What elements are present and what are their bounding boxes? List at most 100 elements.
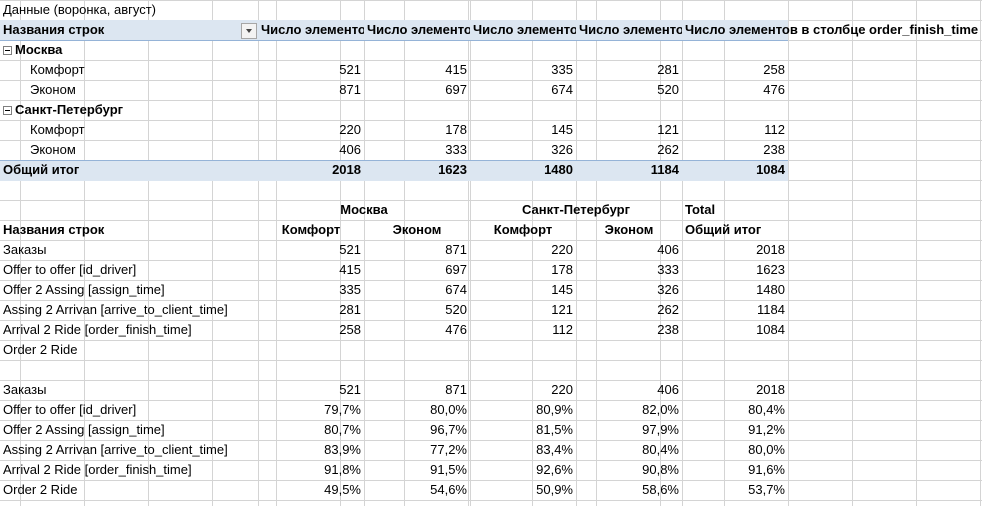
pivot-value[interactable]: 520 [657,82,679,97]
pivot-col-header[interactable]: Число элементов в столбце id_order [261,22,364,37]
funnel-value[interactable]: 674 [445,282,467,297]
funnel-row-label[interactable]: Order 2 Ride [3,342,78,357]
funnel-value[interactable]: 1480 [756,282,785,297]
funnel-value[interactable]: 406 [657,242,679,257]
funnel-pct-label[interactable]: Offer 2 Assing [assign_time] [3,422,165,437]
funnel-value[interactable]: 520 [445,302,467,317]
pivot-row-label[interactable]: Комфорт [30,122,85,137]
funnel-pct-label[interactable]: Arrival 2 Ride [order_finish_time] [3,462,192,477]
funnel-pct-label[interactable]: Order 2 Ride [3,482,78,497]
funnel-value[interactable]: 871 [445,242,467,257]
funnel-value[interactable]: 238 [657,322,679,337]
funnel-value[interactable]: 697 [445,262,467,277]
filter-dropdown-icon[interactable] [241,23,257,39]
pivot-group-spb[interactable]: Санкт-Петербург [0,100,258,120]
pivot-col-header[interactable]: Число элементов в столбце arrive_to_clie… [579,22,682,37]
funnel-pct-value[interactable]: 58,6% [642,482,679,497]
pivot-total-value[interactable]: 1623 [438,162,467,177]
funnel-value[interactable]: 121 [551,302,573,317]
pivot-value[interactable]: 145 [551,122,573,137]
funnel-total-header[interactable]: Total [685,202,716,217]
pivot-value[interactable]: 406 [339,142,361,157]
pivot-value[interactable]: 326 [551,142,573,157]
pivot-row-header[interactable]: Названия строк [3,22,105,37]
funnel-value[interactable]: 220 [551,242,573,257]
funnel-value[interactable]: 2018 [756,242,785,257]
funnel-pct-value[interactable]: 49,5% [324,482,361,497]
funnel-pct-value[interactable]: 220 [551,382,573,397]
funnel-value[interactable]: 1084 [756,322,785,337]
pivot-value[interactable]: 281 [657,62,679,77]
pivot-total-label[interactable]: Общий итог [3,162,80,177]
funnel-pct-value[interactable]: 83,4% [536,442,573,457]
pivot-value[interactable]: 258 [763,62,785,77]
funnel-value[interactable]: 415 [339,262,361,277]
funnel-pct-value[interactable]: 91,2% [748,422,785,437]
funnel-pct-value[interactable]: 80,0% [748,442,785,457]
funnel-pct-value[interactable]: 53,7% [748,482,785,497]
pivot-value[interactable]: 333 [445,142,467,157]
funnel-pct-value[interactable]: 96,7% [430,422,467,437]
funnel-pct-value[interactable]: 80,0% [430,402,467,417]
pivot-total-value[interactable]: 1084 [756,162,785,177]
pivot-title[interactable]: Данные (воронка, август) [3,2,156,17]
pivot-value[interactable]: 262 [657,142,679,157]
funnel-value[interactable]: 333 [657,262,679,277]
pivot-value[interactable]: 521 [339,62,361,77]
pivot-value[interactable]: 112 [764,122,785,137]
funnel-pct-value[interactable]: 80,9% [536,402,573,417]
funnel-pct-value[interactable]: 82,0% [642,402,679,417]
pivot-value[interactable]: 238 [763,142,785,157]
funnel-pct-value[interactable]: 91,5% [430,462,467,477]
funnel-value[interactable]: 335 [339,282,361,297]
funnel-pct-value[interactable]: 91,8% [324,462,361,477]
funnel-value[interactable]: 476 [445,322,467,337]
pivot-group-moscow[interactable]: Москва [0,40,258,60]
funnel-pct-label[interactable]: Offer to offer [id_driver] [3,402,137,417]
pivot-col-header[interactable]: Число элементов в столбце id_driver [367,22,470,37]
pivot-value[interactable]: 697 [445,82,467,97]
funnel-value[interactable]: 112 [552,322,573,337]
funnel-pct-value[interactable]: 92,6% [536,462,573,477]
pivot-total-value[interactable]: 2018 [332,162,361,177]
pivot-col-header[interactable]: Число элементов в столбце order_finish_t… [685,22,979,37]
pivot-total-value[interactable]: 1184 [650,162,679,177]
funnel-pct-value[interactable]: 521 [339,382,361,397]
pivot-row-label[interactable]: Эконом [30,82,76,97]
funnel-row-label[interactable]: Offer 2 Assing [assign_time] [3,282,165,297]
funnel-sub-header[interactable]: Комфорт [493,222,553,237]
collapse-icon[interactable] [3,106,12,115]
funnel-pct-value[interactable]: 871 [445,382,467,397]
funnel-pct-value[interactable]: 81,5% [536,422,573,437]
funnel-row-label[interactable]: Assing 2 Arrivan [arrive_to_client_time] [3,302,228,317]
pivot-total-value[interactable]: 1480 [544,162,573,177]
funnel-value[interactable]: 281 [339,302,361,317]
funnel-city-spb[interactable]: Санкт-Петербург [521,202,631,217]
pivot-row-label[interactable]: Эконом [30,142,76,157]
pivot-value[interactable]: 335 [551,62,573,77]
funnel-sub-header[interactable]: Комфорт [281,222,341,237]
pivot-value[interactable]: 415 [445,62,467,77]
funnel-pct-label[interactable]: Assing 2 Arrivan [arrive_to_client_time] [3,442,228,457]
funnel-value[interactable]: 326 [657,282,679,297]
pivot-value[interactable]: 871 [339,82,361,97]
funnel-value[interactable]: 262 [657,302,679,317]
funnel-value[interactable]: 178 [551,262,573,277]
funnel-pct-value[interactable]: 54,6% [430,482,467,497]
funnel-pct-value[interactable]: 406 [657,382,679,397]
funnel-pct-value[interactable]: 91,6% [748,462,785,477]
pivot-value[interactable]: 674 [551,82,573,97]
funnel-row-header[interactable]: Названия строк [3,222,105,237]
funnel-pct-value[interactable]: 80,4% [748,402,785,417]
funnel-pct-value[interactable]: 50,9% [536,482,573,497]
funnel-pct-value[interactable]: 79,7% [324,402,361,417]
funnel-row-label[interactable]: Offer to offer [id_driver] [3,262,137,277]
pivot-col-header[interactable]: Число элементов в столбце assign_time [473,22,576,37]
funnel-value[interactable]: 258 [339,322,361,337]
pivot-value[interactable]: 476 [763,82,785,97]
funnel-pct-label[interactable]: Заказы [3,382,47,397]
funnel-city-moscow[interactable]: Москва [340,202,388,217]
funnel-value[interactable]: 521 [339,242,361,257]
funnel-row-label[interactable]: Arrival 2 Ride [order_finish_time] [3,322,192,337]
funnel-pct-value[interactable]: 97,9% [642,422,679,437]
